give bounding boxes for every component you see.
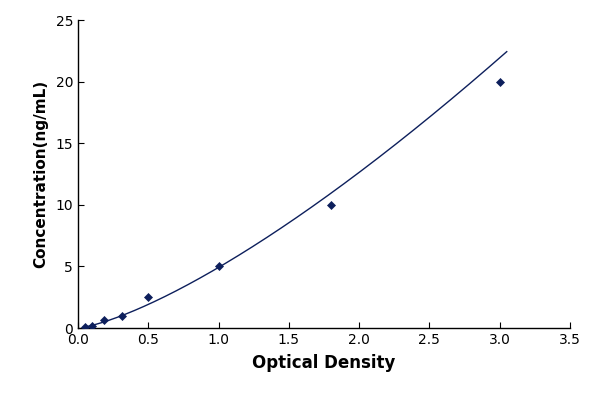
Y-axis label: Concentration(ng/mL): Concentration(ng/mL) (34, 80, 49, 268)
X-axis label: Optical Density: Optical Density (253, 354, 395, 372)
